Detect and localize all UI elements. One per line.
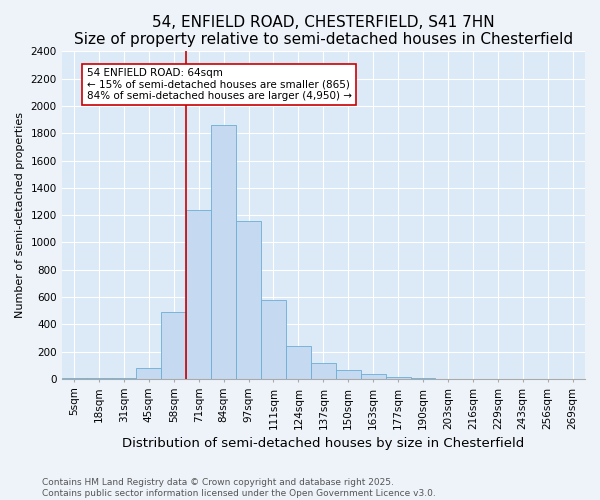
Bar xyxy=(361,374,386,379)
Text: 54 ENFIELD ROAD: 64sqm
← 15% of semi-detached houses are smaller (865)
84% of se: 54 ENFIELD ROAD: 64sqm ← 15% of semi-det… xyxy=(86,68,352,101)
Bar xyxy=(161,312,186,379)
Bar xyxy=(286,346,311,379)
Bar xyxy=(186,210,211,379)
Bar xyxy=(410,378,436,379)
Bar xyxy=(311,362,336,379)
Bar xyxy=(236,220,261,379)
Bar xyxy=(211,125,236,379)
Text: Contains HM Land Registry data © Crown copyright and database right 2025.
Contai: Contains HM Land Registry data © Crown c… xyxy=(42,478,436,498)
Y-axis label: Number of semi-detached properties: Number of semi-detached properties xyxy=(15,112,25,318)
Bar xyxy=(112,378,136,379)
Bar xyxy=(336,370,361,379)
Title: 54, ENFIELD ROAD, CHESTERFIELD, S41 7HN
Size of property relative to semi-detach: 54, ENFIELD ROAD, CHESTERFIELD, S41 7HN … xyxy=(74,15,573,48)
Bar xyxy=(136,368,161,379)
Bar xyxy=(261,300,286,379)
Bar xyxy=(386,377,410,379)
X-axis label: Distribution of semi-detached houses by size in Chesterfield: Distribution of semi-detached houses by … xyxy=(122,437,524,450)
